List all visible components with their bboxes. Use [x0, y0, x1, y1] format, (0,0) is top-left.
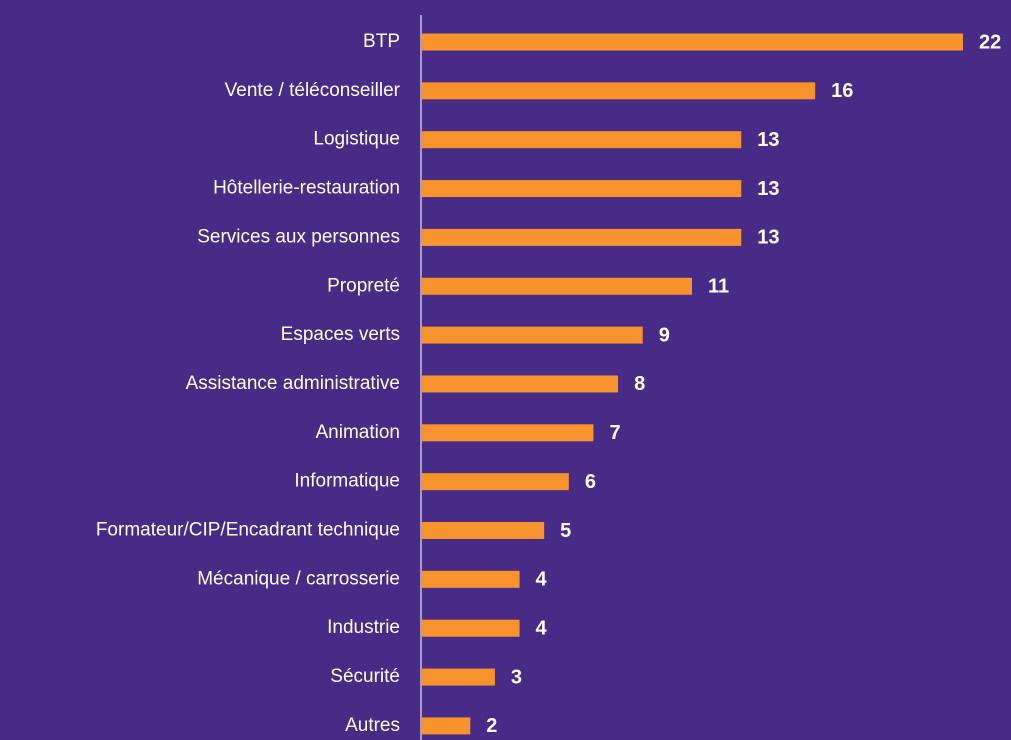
category-label: Vente / téléconseiller [225, 80, 401, 101]
category-label: Propreté [327, 275, 400, 296]
category-label: Logistique [313, 129, 400, 150]
bar [421, 473, 569, 491]
category-label: Espaces verts [281, 324, 400, 345]
bar [421, 326, 643, 344]
bar [421, 33, 963, 51]
value-label: 6 [585, 471, 596, 493]
bar [421, 522, 545, 539]
value-label: 3 [511, 666, 522, 688]
category-label: Industrie [327, 617, 400, 638]
category-label: Services aux personnes [197, 226, 400, 247]
bar [421, 668, 495, 686]
bar [421, 717, 471, 735]
value-label: 22 [979, 31, 1001, 53]
value-label: 16 [831, 80, 853, 102]
value-label: 5 [560, 520, 571, 542]
value-label: 8 [634, 373, 645, 395]
bar [421, 131, 742, 149]
category-label: Animation [316, 422, 401, 443]
bar [421, 570, 520, 588]
category-label: BTP [363, 31, 400, 52]
category-label: Autres [345, 715, 400, 736]
value-label: 4 [536, 617, 548, 639]
category-label: Formateur/CIP/Encadrant technique [96, 520, 400, 541]
category-label: Mécanique / carrosserie [197, 568, 400, 589]
category-label: Sécurité [330, 666, 400, 687]
value-label: 13 [757, 129, 779, 151]
value-label: 13 [757, 178, 779, 200]
value-label: 7 [609, 422, 620, 444]
value-label: 9 [659, 324, 670, 346]
bar [421, 375, 619, 393]
category-label: Assistance administrative [186, 373, 400, 394]
bar [421, 277, 692, 295]
value-label: 4 [536, 569, 548, 591]
value-label: 11 [708, 276, 729, 298]
category-label: Hôtellerie-restauration [213, 178, 400, 199]
bar [421, 228, 742, 246]
bar [421, 180, 742, 198]
bar [421, 424, 594, 442]
bar [421, 82, 816, 100]
value-label: 2 [486, 715, 497, 737]
bar [421, 619, 520, 637]
category-label: Informatique [294, 471, 400, 492]
value-label: 13 [757, 227, 779, 249]
